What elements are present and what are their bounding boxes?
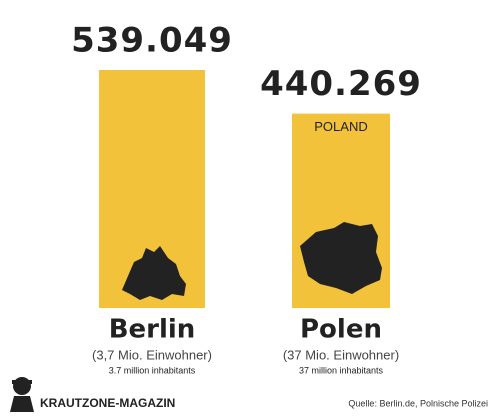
berlin-silhouette (122, 246, 186, 300)
source: Quelle: Berlin.de, Polnische Polizei (348, 398, 488, 408)
category-label: Polen (300, 315, 382, 345)
bar-label: POLAND (314, 119, 367, 134)
brand: KRAUTZONE-MAGAZIN (40, 396, 175, 410)
logo (10, 377, 34, 412)
population-label: (37 Mio. Einwohner) (283, 347, 399, 362)
value-label: 440.269 (260, 64, 422, 104)
category-label: Berlin (109, 315, 196, 345)
population-label-en: 3.7 million inhabitants (109, 365, 196, 375)
bars: 539.049 Berlin (3,7 Mio. Einwohner) 3.7 mil… (71, 21, 422, 376)
value-label: 539.049 (71, 21, 233, 61)
population-label: (3,7 Mio. Einwohner) (92, 347, 212, 362)
population-label-en: 37 million inhabitants (299, 365, 384, 375)
poland-silhouette (300, 222, 382, 294)
